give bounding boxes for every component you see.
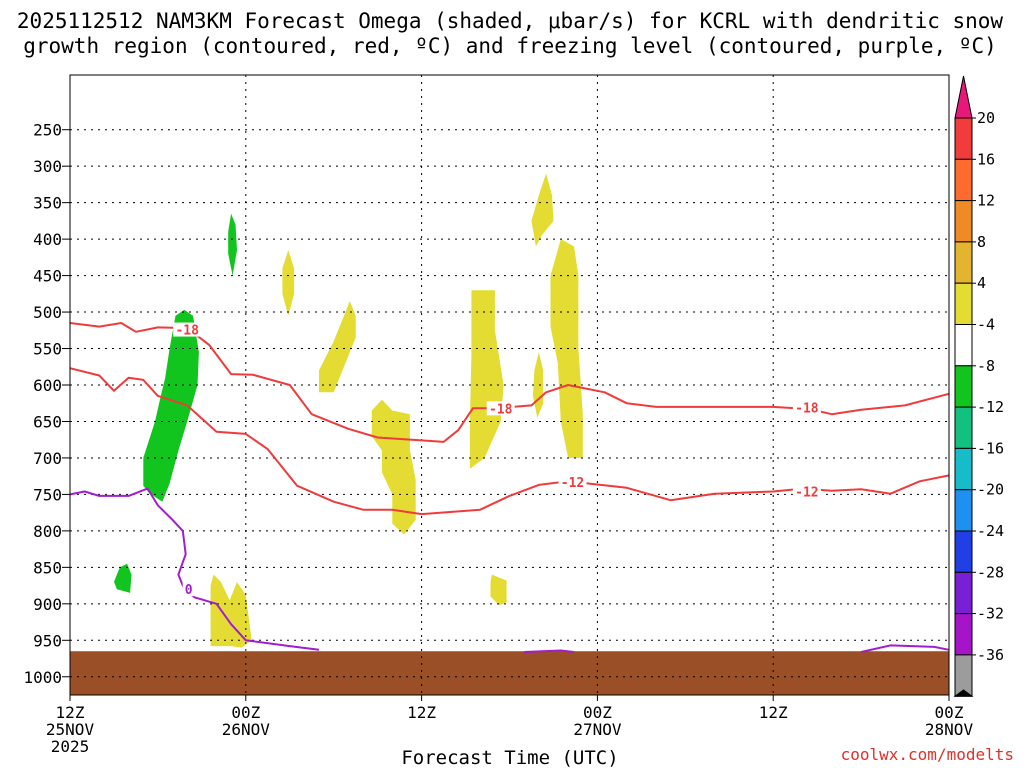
x-tick-label: 12Z [407,703,436,722]
omega-region [531,173,554,247]
colorbar-label: 4 [977,274,986,292]
y-tick-label: 450 [33,267,62,286]
colorbar-top-arrow [954,75,973,119]
omega-region [282,250,295,316]
omega-region [490,574,507,606]
omega-colorbar: 20 16 12 8 4 -4 -8 -12 -16 -20 -24 -28 -32 -36 [953,75,1004,697]
y-tick-label: 500 [33,303,62,322]
x-tick-date: 27NOV [573,720,622,739]
colorbar-segment [954,613,973,656]
omega-region [532,352,544,418]
colorbar-segment [954,158,973,202]
x-tick-date: 28NOV [925,720,974,739]
chart-title-line1: 2025112512 NAM3KM Forecast Omega (shaded… [17,9,1004,33]
colorbar-segment [954,365,973,408]
colorbar-segment [954,241,973,284]
colorbar-label: -32 [977,605,1004,623]
y-tick-label: 250 [33,121,62,140]
contour-label-halo [792,484,821,499]
x-tick-label: 12Z [56,703,85,722]
y-tick-label: 350 [33,194,62,213]
y-tick-label: 650 [33,412,62,431]
y-tick-label: 700 [33,449,62,468]
y-tick-label: 600 [33,376,62,395]
plot-area: 250 300 350 400 450 500 550 600 650 700 750 800 850 9… [23,74,974,756]
omega-region [469,290,504,469]
colorbar-label: 20 [977,109,995,127]
y-tick-label: 400 [33,230,62,249]
y-tick-label: 900 [33,595,62,614]
contour-label-halo [792,400,821,415]
contour-line [69,487,320,651]
colorbar-label: -12 [977,398,1004,416]
colorbar-segment [954,200,973,243]
colorbar-label: -8 [977,357,995,375]
y-tick-label: 1000 [23,668,62,687]
contour-label: -18 [489,402,513,417]
colorbar-bottom-arrow [953,689,974,697]
colorbar-label: -20 [977,481,1004,499]
x-tick-label: 00Z [583,703,612,722]
contour-label-halo [182,582,195,597]
y-tick-label: 950 [33,631,62,650]
x-tick-label: 00Z [935,703,964,722]
x-tick-label: 00Z [231,703,260,722]
omega-region [550,239,583,458]
colorbar-segment [954,324,973,367]
colorbar-segment [954,489,973,532]
colorbar-segment [954,117,973,160]
contour-label-halo [173,322,202,337]
colorbar-label: -28 [977,563,1004,581]
x-tick-date: 25NOV [46,720,95,739]
colorbar-segment [954,406,973,449]
ground-surface [70,651,949,695]
contour-line [524,649,575,653]
x-tick-date: 26NOV [222,720,271,739]
x-axis-label: Forecast Time (UTC) [401,747,618,768]
contour-label: -18 [175,324,199,339]
contour-label: -12 [795,485,818,500]
colorbar-segment [954,530,973,573]
plot-frame [69,74,950,696]
y-tick-label: 750 [33,485,62,504]
omega-region [114,563,132,593]
chart-title-line2: growth region (contoured, red, ºC) and f… [23,34,997,58]
contour-label: 0 [185,583,193,598]
colorbar-label: -24 [977,522,1004,540]
colorbar-label: -36 [977,646,1004,664]
contour-label: -12 [561,476,584,491]
x-tick-year: 2025 [51,737,90,756]
x-tick-label: 12Z [759,703,788,722]
omega-region [371,399,416,535]
y-tick-label: 850 [33,558,62,577]
contour-label-halo [486,401,515,416]
colorbar-label: 16 [977,150,995,168]
contour-line [860,644,950,653]
omega-region [319,301,356,393]
contour-line [69,322,950,443]
contour-label-halo [558,475,587,490]
y-tick-label: 550 [33,340,62,359]
omega-region [228,213,237,276]
colorbar-label: 12 [977,192,995,210]
colorbar-segment [954,447,973,491]
y-tick-label: 300 [33,157,62,176]
y-tick-label: 800 [33,522,62,541]
omega-region [143,309,199,502]
colorbar-label: -4 [977,316,995,334]
credit-link[interactable]: coolwx.com/modelts [841,745,1014,764]
colorbar-segment [954,571,973,615]
colorbar-label: 8 [977,233,986,251]
colorbar-segment [954,282,973,326]
omega-region [210,574,252,648]
colorbar-label: -16 [977,439,1004,457]
contour-label: -18 [795,402,819,417]
